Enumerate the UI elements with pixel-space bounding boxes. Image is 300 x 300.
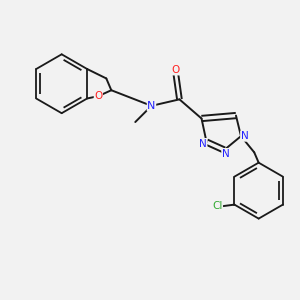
Text: O: O <box>94 91 103 101</box>
Text: N: N <box>147 101 156 111</box>
Text: N: N <box>241 131 248 141</box>
Text: O: O <box>172 65 180 75</box>
Text: N: N <box>199 139 207 148</box>
Text: N: N <box>222 148 230 158</box>
Text: Cl: Cl <box>212 201 223 211</box>
